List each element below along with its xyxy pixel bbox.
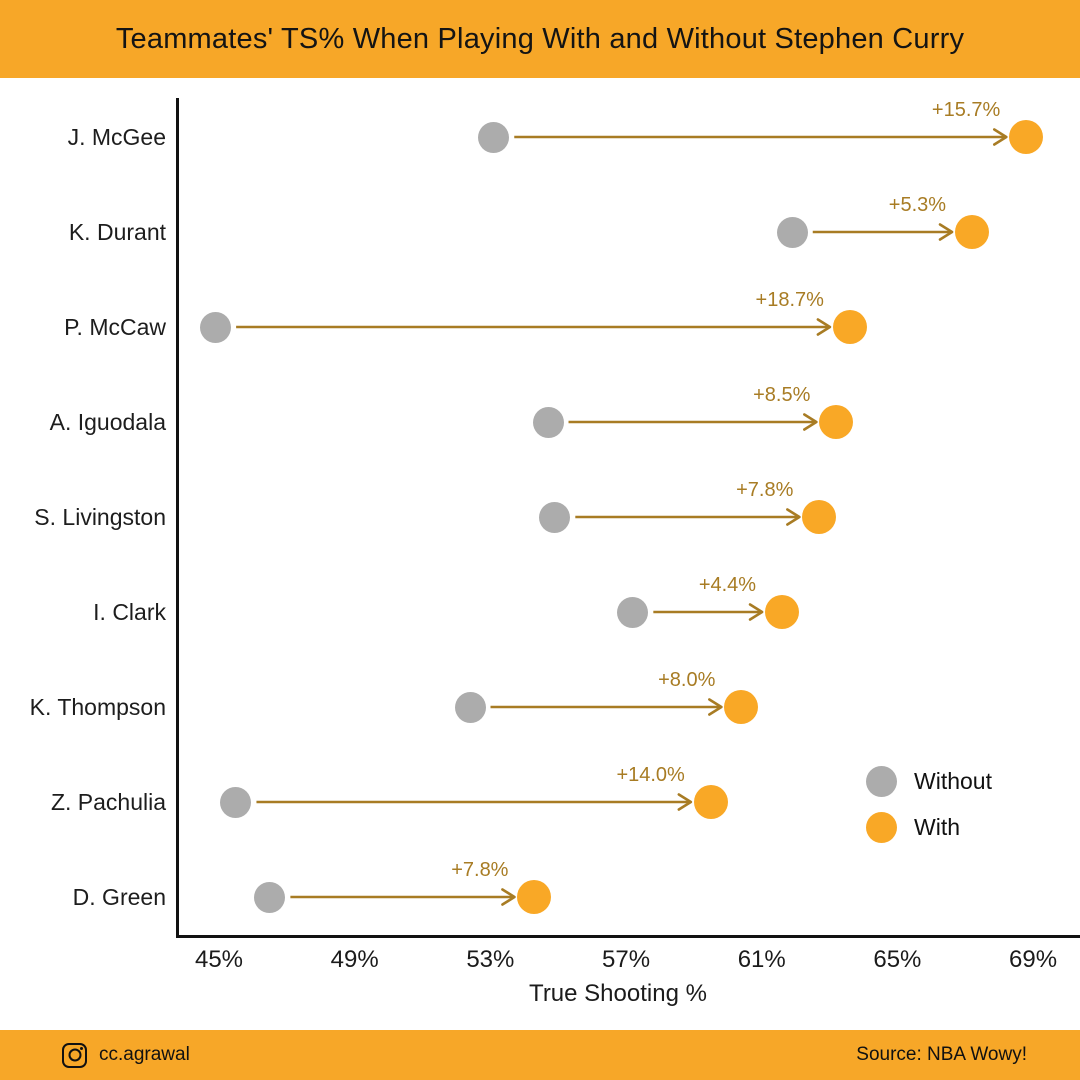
- legend-label-with: With: [914, 813, 960, 840]
- delta-label: +8.0%: [658, 669, 716, 691]
- dot-with: [765, 595, 800, 629]
- dot-with: [802, 500, 837, 534]
- legend-item-without: Without: [866, 758, 992, 804]
- header-band: Teammates' TS% When Playing With and Wit…: [0, 0, 1080, 78]
- dot-without: [617, 596, 649, 628]
- arrow-head: [677, 793, 693, 811]
- dot-without: [539, 501, 571, 533]
- arrow-head: [816, 318, 832, 336]
- dot-without: [454, 691, 486, 723]
- legend-dot-with: [866, 811, 897, 843]
- arrow-head: [786, 508, 801, 526]
- delta-label: +15.7%: [931, 99, 1001, 121]
- footer-source: Source: NBA Wowy!: [856, 1044, 1027, 1065]
- player-label: A. Iguodala: [49, 409, 166, 435]
- arrow-head: [708, 698, 723, 716]
- player-label: Z. Pachulia: [50, 789, 166, 815]
- footer-credit: cc.agrawal: [62, 1042, 190, 1068]
- dot-with: [517, 880, 552, 914]
- dot-without: [200, 311, 232, 343]
- arrow-head: [992, 128, 1008, 146]
- x-axis-title: True Shooting %: [529, 980, 707, 1007]
- x-tick-label: 49%: [330, 946, 379, 973]
- player-label: P. McCaw: [64, 314, 166, 340]
- delta-label: +14.0%: [616, 764, 685, 786]
- legend-dot-without: [866, 765, 897, 797]
- delta-label: +7.8%: [451, 859, 509, 881]
- dot-without: [254, 881, 286, 913]
- delta-label: +8.5%: [753, 384, 811, 406]
- x-tick-label: 65%: [873, 946, 922, 973]
- player-label: K. Thompson: [29, 694, 166, 720]
- x-tick-label: 57%: [602, 946, 651, 973]
- arrow-head: [803, 413, 818, 431]
- dot-with: [693, 785, 728, 819]
- arrow-head: [938, 223, 954, 241]
- player-label: D. Green: [72, 884, 166, 910]
- dot-without: [478, 121, 510, 153]
- dot-without: [776, 216, 808, 248]
- dot-without: [220, 786, 252, 818]
- x-tick-label: 45%: [194, 946, 244, 973]
- instagram-icon: [62, 1042, 87, 1068]
- dot-without: [532, 406, 564, 438]
- x-tick-label: 69%: [1009, 946, 1058, 973]
- x-tick-label: 61%: [737, 946, 786, 973]
- dot-with: [1009, 120, 1044, 154]
- player-label: J. McGee: [67, 124, 166, 150]
- arrow-head: [501, 888, 516, 906]
- dot-with: [832, 310, 867, 344]
- arrow-head: [748, 603, 764, 621]
- footer-band: cc.agrawal Source: NBA Wowy!: [0, 1030, 1080, 1080]
- dot-with: [724, 690, 759, 724]
- delta-label: +7.8%: [736, 479, 794, 501]
- player-label: S. Livingston: [34, 504, 166, 530]
- legend: Without With: [866, 758, 992, 850]
- player-label: K. Durant: [68, 219, 166, 245]
- delta-label: +4.4%: [698, 574, 757, 596]
- delta-label: +5.3%: [888, 194, 947, 216]
- legend-item-with: With: [866, 804, 992, 850]
- dot-with: [819, 405, 854, 439]
- delta-label: +18.7%: [755, 289, 824, 311]
- chart-title: Teammates' TS% When Playing With and Wit…: [115, 22, 965, 55]
- footer-handle: cc.agrawal: [99, 1044, 190, 1065]
- player-label: I. Clark: [93, 599, 166, 625]
- y-axis-line: [176, 98, 179, 938]
- x-tick-label: 53%: [466, 946, 515, 973]
- x-axis-line: [176, 935, 1080, 938]
- dot-with: [955, 215, 990, 249]
- legend-label-without: Without: [914, 767, 992, 794]
